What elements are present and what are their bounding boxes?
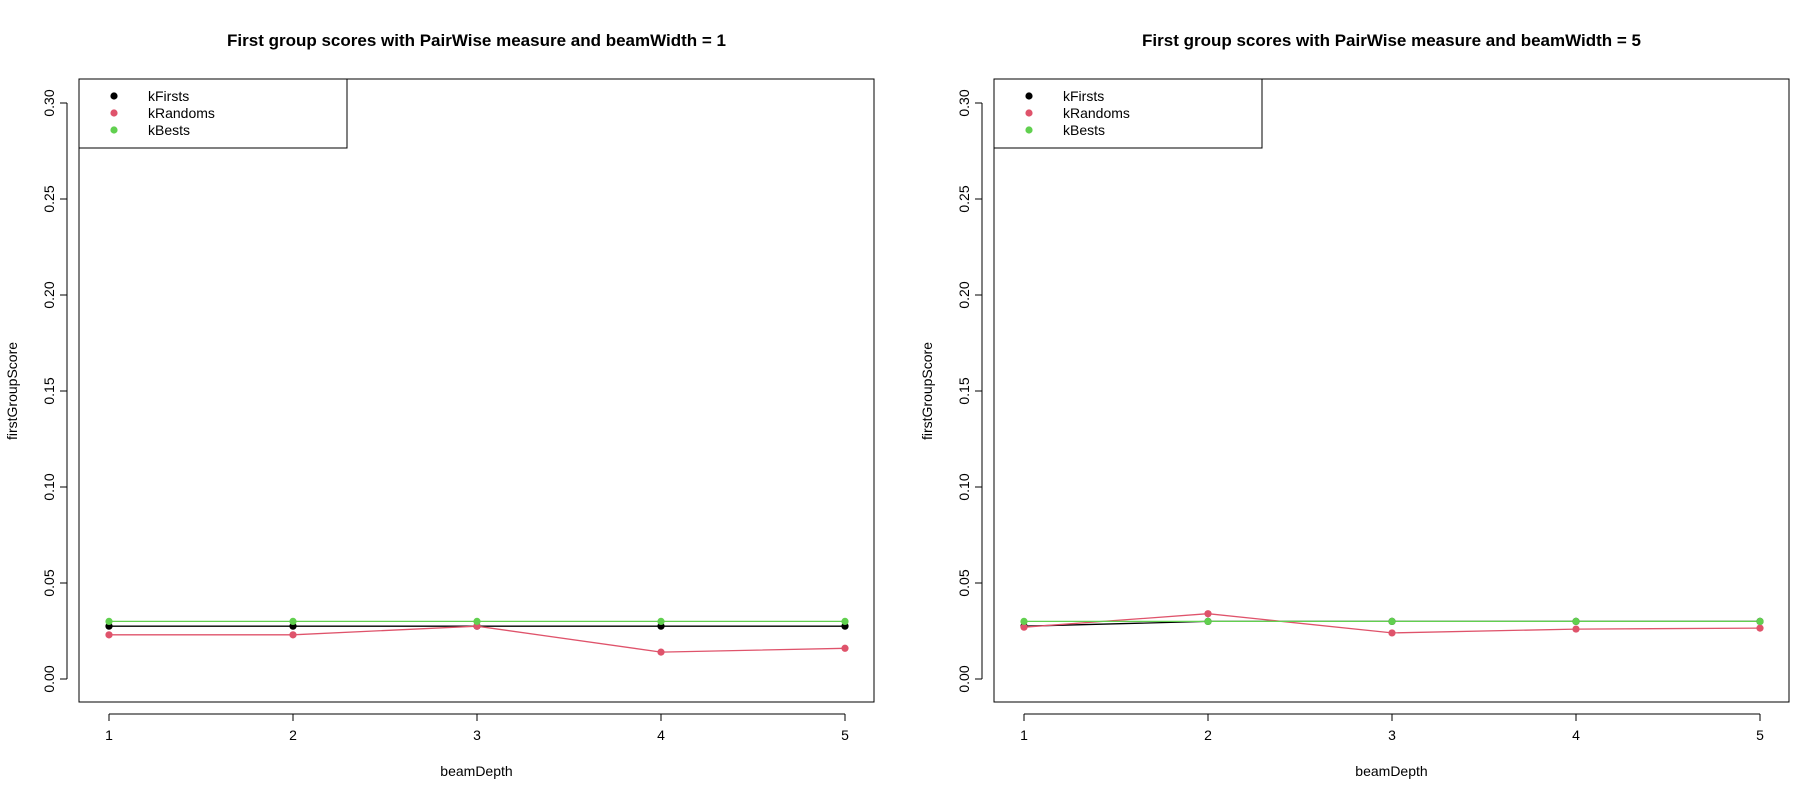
data-point-kBests: [105, 617, 113, 626]
y-tick-label: 0.15: [41, 377, 57, 404]
y-tick-label: 0.10: [956, 473, 972, 500]
y-axis-label: firstGroupScore: [4, 342, 20, 440]
x-tick-label: 1: [105, 727, 113, 743]
legend-label-kBests: kBests: [1063, 122, 1105, 138]
x-axis-label: beamDepth: [440, 763, 512, 779]
x-tick-label: 2: [1204, 727, 1212, 743]
data-point-kBests: [1572, 617, 1580, 626]
data-point-kBests: [473, 617, 481, 626]
y-tick-label: 0.10: [41, 473, 57, 500]
x-tick-label: 3: [473, 727, 481, 743]
x-tick-label: 3: [1388, 727, 1396, 743]
legend-label-kRandoms: kRandoms: [1063, 105, 1130, 121]
legend-marker-kRandoms: [110, 109, 118, 117]
chart-title: First group scores with PairWise measure…: [227, 31, 726, 50]
legend-box: [78, 78, 348, 149]
data-point-kRandoms: [105, 631, 113, 639]
y-tick-label: 0.25: [956, 185, 972, 212]
data-point-kRandoms: [657, 648, 665, 656]
y-tick-label: 0.05: [41, 569, 57, 596]
x-tick-label: 4: [657, 727, 665, 743]
chart-panel-2: First group scores with PairWise measure…: [919, 31, 1790, 779]
y-tick-label: 0.25: [41, 185, 57, 212]
data-point-kBests: [841, 617, 849, 626]
x-axis-label: beamDepth: [1355, 763, 1427, 779]
y-tick-label: 0.15: [956, 377, 972, 404]
y-tick-label: 0.30: [41, 89, 57, 116]
data-point-kBests: [657, 617, 665, 626]
data-point-kRandoms: [1204, 610, 1212, 618]
data-point-kBests: [1020, 617, 1028, 626]
y-tick-label: 0.30: [956, 89, 972, 116]
data-point-kRandoms: [1572, 625, 1580, 633]
data-point-kRandoms: [289, 631, 297, 639]
x-tick-label: 5: [1756, 727, 1764, 743]
legend-label-kRandoms: kRandoms: [148, 105, 215, 121]
legend-label-kFirsts: kFirsts: [1063, 88, 1104, 104]
x-tick-label: 4: [1572, 727, 1580, 743]
x-tick-label: 2: [289, 727, 297, 743]
x-tick-label: 1: [1020, 727, 1028, 743]
data-point-kBests: [1388, 617, 1396, 626]
y-tick-label: 0.00: [956, 665, 972, 692]
plot-frame: [993, 78, 1790, 703]
data-point-kRandoms: [841, 644, 849, 652]
series-line-kRandoms: [109, 625, 846, 653]
legend-marker-kFirsts: [1025, 92, 1033, 100]
data-point-kBests: [1756, 617, 1764, 626]
data-point-kBests: [289, 617, 297, 626]
data-point-kRandoms: [1388, 629, 1396, 637]
x-tick-label: 5: [841, 727, 849, 743]
y-axis-label: firstGroupScore: [919, 342, 935, 440]
legend-label-kFirsts: kFirsts: [148, 88, 189, 104]
y-tick-label: 0.20: [956, 281, 972, 308]
y-tick-label: 0.00: [41, 665, 57, 692]
legend-marker-kBests: [110, 126, 118, 134]
data-point-kBests: [1204, 617, 1212, 626]
data-point-kRandoms: [1020, 623, 1028, 631]
data-point-kRandoms: [1756, 624, 1764, 632]
plot-frame: [78, 78, 875, 703]
legend-marker-kFirsts: [110, 92, 118, 100]
legend-label-kBests: kBests: [148, 122, 190, 138]
legend-marker-kBests: [1025, 126, 1033, 134]
chart-panel-1: First group scores with PairWise measure…: [4, 31, 875, 779]
chart-title: First group scores with PairWise measure…: [1142, 31, 1641, 50]
y-tick-label: 0.05: [956, 569, 972, 596]
y-tick-label: 0.20: [41, 281, 57, 308]
legend-marker-kRandoms: [1025, 109, 1033, 117]
legend-box: [993, 78, 1263, 149]
